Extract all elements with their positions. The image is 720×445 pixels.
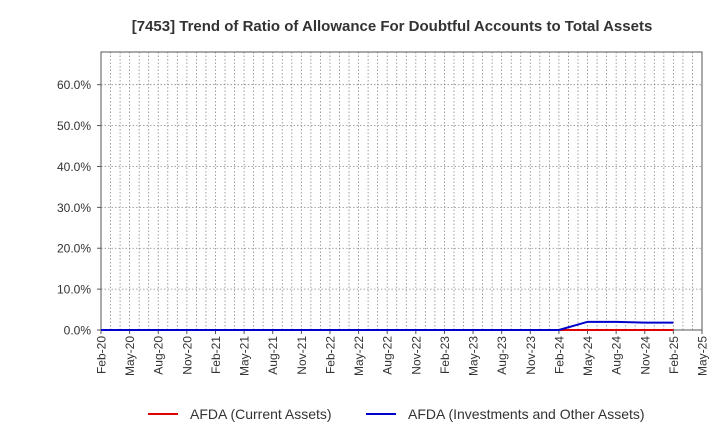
x-tick-label: Aug-21 xyxy=(266,336,280,375)
x-tick-label: May-23 xyxy=(467,336,481,376)
x-tick-label: Feb-24 xyxy=(552,336,566,374)
y-tick-label: 10.0% xyxy=(57,283,91,297)
series-line-2 xyxy=(101,320,674,331)
legend-label-1: AFDA (Current Assets) xyxy=(190,406,332,422)
chart-title: [7453] Trend of Ratio of Allowance For D… xyxy=(132,18,653,35)
y-tick-label: 20.0% xyxy=(57,242,91,256)
legend: AFDA (Current Assets) AFDA (Investments a… xyxy=(148,406,645,422)
x-tick-label: Aug-23 xyxy=(495,336,509,375)
x-tick-label: Aug-24 xyxy=(610,336,624,375)
x-tick-label: Nov-22 xyxy=(409,336,423,375)
x-tick-label: Feb-22 xyxy=(323,336,337,374)
x-tick-label: Feb-20 xyxy=(95,336,109,374)
axis-layer: 0.0% 10.0% 20.0% 30.0% 40.0% 50.0% 60.0% Feb-20… xyxy=(57,78,710,376)
x-tick-label: May-21 xyxy=(238,336,252,376)
series-layer xyxy=(101,320,674,331)
x-tick-label: Feb-23 xyxy=(438,336,452,374)
x-tick-label: May-24 xyxy=(581,336,595,376)
x-tick-label: May-20 xyxy=(123,336,137,376)
x-tick-label: Aug-20 xyxy=(152,336,166,375)
x-tick-label: Nov-24 xyxy=(638,336,652,375)
grid-layer xyxy=(100,52,703,331)
x-tick-label: May-22 xyxy=(352,336,366,376)
x-tick-label: Nov-23 xyxy=(524,336,538,375)
x-tick-label: Nov-21 xyxy=(295,336,309,375)
legend-label-2: AFDA (Investments and Other Assets) xyxy=(408,406,645,422)
x-tick-label: Aug-22 xyxy=(381,336,395,375)
x-tick-label: Nov-20 xyxy=(180,336,194,375)
y-tick-label: 50.0% xyxy=(57,119,91,133)
x-tick-label: Feb-21 xyxy=(209,336,223,374)
x-tick-label: Feb-25 xyxy=(667,336,681,374)
y-tick-label: 0.0% xyxy=(64,324,92,338)
y-tick-label: 40.0% xyxy=(57,160,91,174)
plot-frame xyxy=(100,51,703,331)
x-tick-label: May-25 xyxy=(696,336,710,376)
y-tick-label: 30.0% xyxy=(57,201,91,215)
y-tick-label: 60.0% xyxy=(57,78,91,92)
